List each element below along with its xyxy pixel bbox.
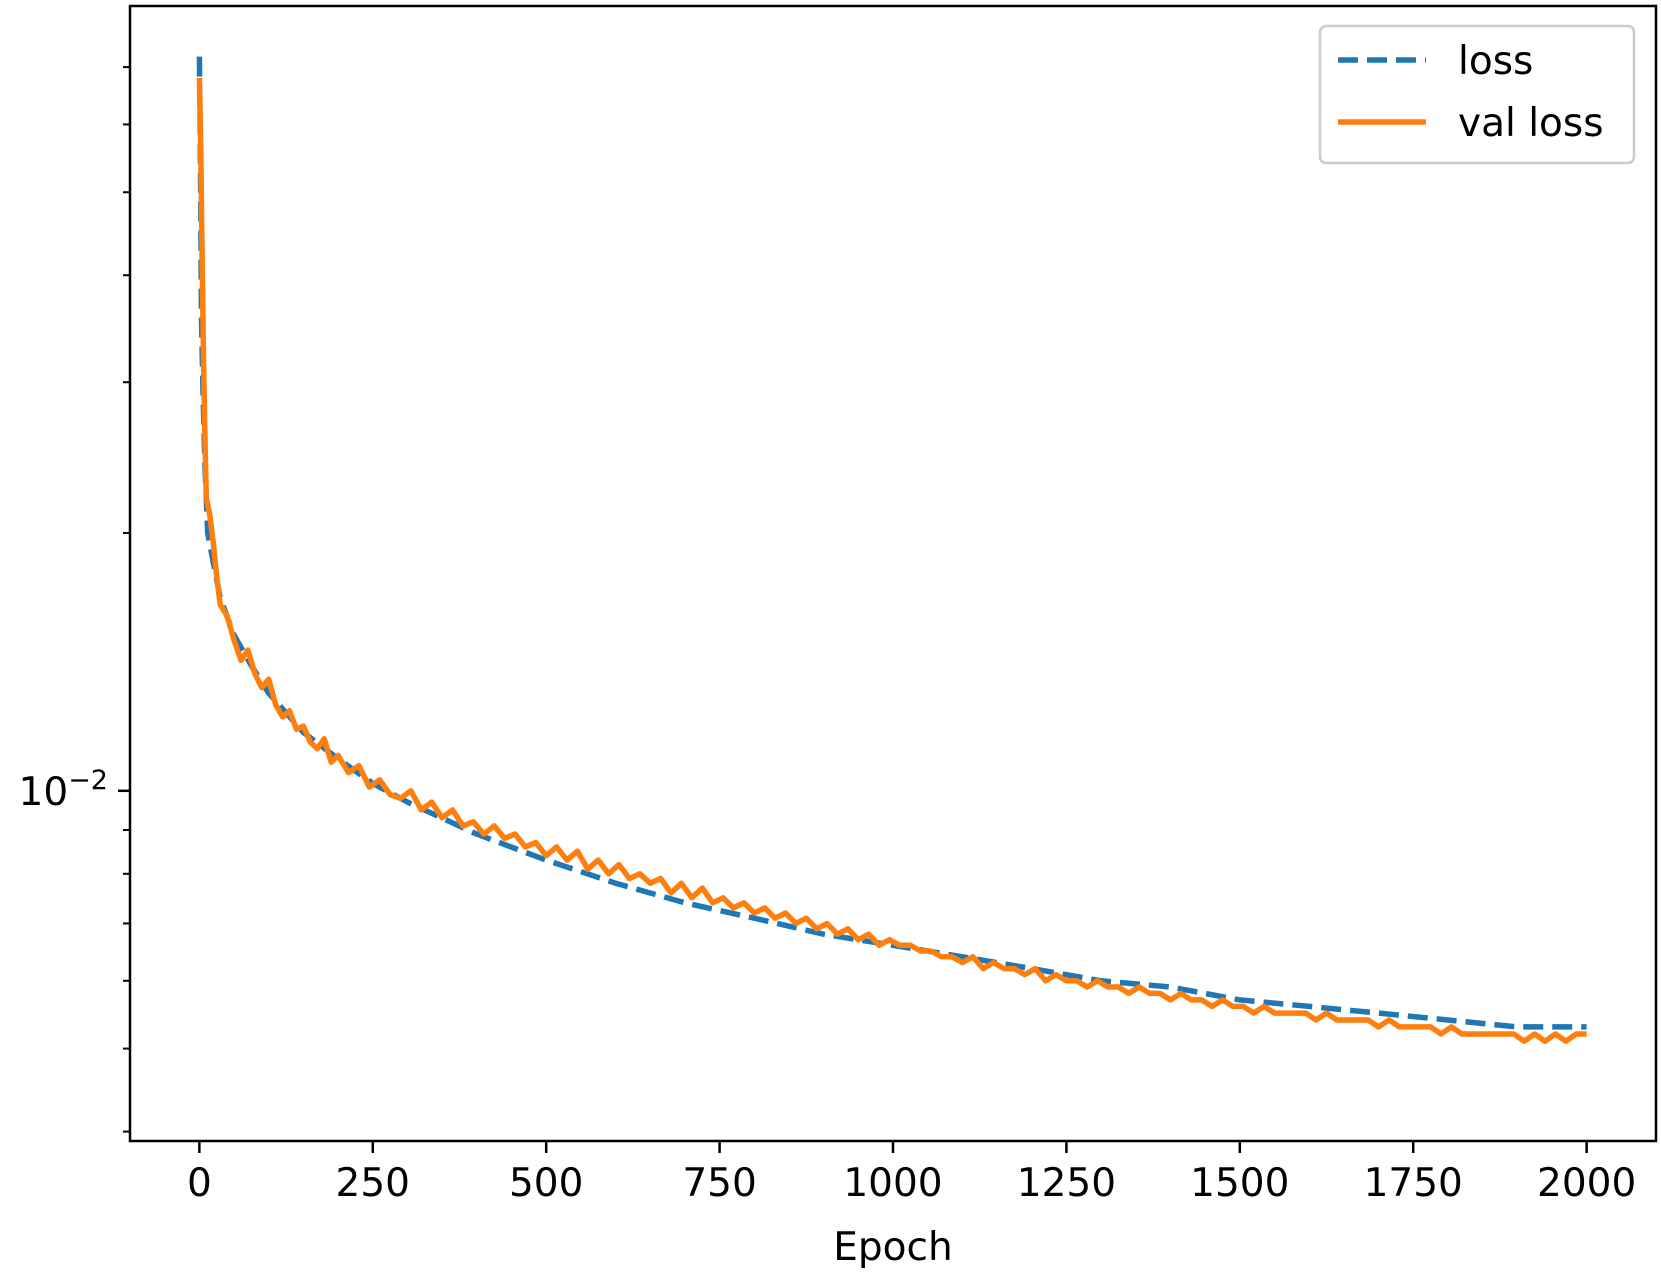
x-tick-label: 750 — [682, 1161, 756, 1206]
y-tick-label: 10−2 — [19, 765, 108, 815]
x-tick-label: 500 — [509, 1161, 583, 1206]
x-tick-label: 1250 — [1017, 1161, 1116, 1206]
series-line-val-loss — [196, 77, 1587, 1044]
x-tick-label: 1750 — [1364, 1161, 1463, 1206]
legend-label-loss: loss — [1458, 39, 1533, 84]
y-axis: 10−2 — [19, 66, 130, 1133]
plot-frame — [128, 4, 1658, 1143]
x-axis-title: Epoch — [833, 1225, 952, 1270]
x-tick-label: 1000 — [843, 1161, 942, 1206]
x-tick-label: 0 — [187, 1161, 212, 1206]
x-tick-label: 1500 — [1190, 1161, 1289, 1206]
x-axis: 0 250 500 750 1000 1250 1500 1750 2000 — [187, 1141, 1636, 1206]
legend: loss val loss — [1318, 24, 1636, 165]
x-tick-label: 250 — [336, 1161, 410, 1206]
series-line-loss — [196, 56, 1587, 1030]
legend-label-val-loss: val loss — [1458, 101, 1604, 146]
plot-lines — [196, 56, 1587, 1044]
x-tick-label: 2000 — [1537, 1161, 1636, 1206]
